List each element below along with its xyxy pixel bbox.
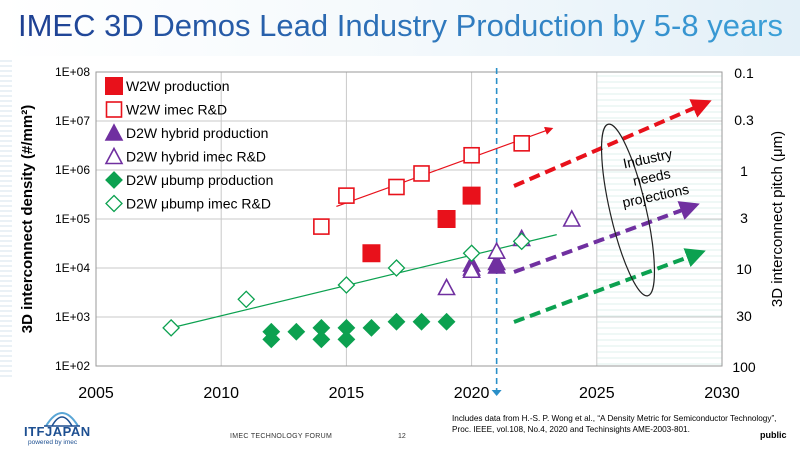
data-point-diamond-open (464, 245, 480, 261)
legend-label: D2W hybrid imec R&D (126, 149, 266, 165)
year-2021-marker-arrow (492, 390, 502, 396)
source-note: Includes data from H.-S. P. Wong et al.,… (452, 413, 792, 435)
y-right-tick-label: 100 (732, 359, 756, 375)
logo-text: ITFJAPAN (24, 424, 91, 439)
y-left-tick-label: 1E+06 (55, 163, 90, 177)
mark-layer (163, 136, 580, 348)
legend-label: D2W μbump imec R&D (126, 196, 271, 212)
data-point-square-open (339, 188, 354, 203)
data-point-diamond-filled (288, 324, 304, 340)
y-right-tick-label: 1 (740, 163, 748, 179)
itf-japan-logo: ITFJAPAN powered by imec (20, 404, 110, 448)
data-point-diamond-open (338, 277, 354, 293)
data-point-square-open (314, 219, 329, 234)
y-right-tick-label: 3 (740, 210, 748, 226)
legend-marker (106, 149, 122, 164)
y-left-tick-label: 1E+03 (55, 310, 90, 324)
legend-marker (106, 172, 122, 188)
y-left-tick-label: 1E+05 (55, 212, 90, 226)
data-point-diamond-open (388, 260, 404, 276)
y-right-tick-label: 0.3 (734, 112, 754, 128)
data-point-diamond-open (514, 233, 530, 249)
x-tick-label: 2015 (329, 385, 365, 402)
legend-label: D2W μbump production (126, 172, 273, 188)
data-point-square-filled (463, 187, 480, 204)
legend-label: W2W imec R&D (126, 102, 227, 118)
public-label: public (760, 430, 787, 440)
data-point-diamond-filled (414, 314, 430, 330)
y-right-axis-title: 3D interconnect pitch (μm) (769, 131, 786, 307)
data-point-square-open (414, 166, 429, 181)
y-left-tick-label: 1E+02 (55, 359, 90, 373)
x-tick-label: 2005 (78, 385, 114, 402)
source-note-line-2: Proc. IEEE, vol.108, No.4, 2020 and Tech… (452, 424, 792, 435)
y-left-axis-title: 3D interconnect density (#/mm²) (19, 105, 36, 333)
legend-layer: W2W production W2W imec R&D D2W hybrid pro… (106, 78, 274, 212)
legend-label: W2W production (126, 78, 229, 94)
data-point-square-filled (438, 211, 455, 228)
data-point-square-open (464, 148, 479, 163)
legend-marker (107, 102, 122, 117)
data-point-diamond-filled (313, 331, 329, 347)
projection-arrows (514, 102, 708, 322)
y-left-tick-label: 1E+07 (55, 114, 90, 128)
y-left-tick-label: 1E+04 (55, 261, 90, 275)
data-point-diamond-filled (388, 314, 404, 330)
data-point-square-open (389, 179, 404, 194)
data-point-diamond-filled (439, 314, 455, 330)
data-point-square-open (514, 136, 529, 151)
data-point-diamond-open (238, 291, 254, 307)
source-note-line-1: Includes data from H.-S. P. Wong et al.,… (452, 413, 792, 424)
green-projection-arrow (514, 252, 702, 322)
y-right-tick-label: 10 (736, 261, 752, 277)
page-number: 12 (398, 433, 406, 440)
x-tick-label: 2030 (704, 385, 740, 402)
y-right-tick-label: 30 (736, 308, 752, 324)
data-point-triangle-open (439, 279, 455, 294)
data-point-diamond-filled (363, 320, 379, 336)
legend-marker (106, 196, 122, 212)
x-tick-label: 2025 (579, 385, 615, 402)
data-point-diamond-filled (338, 331, 354, 347)
x-tick-label: 2010 (203, 385, 239, 402)
legend-label: D2W hybrid production (126, 125, 268, 141)
y-right-tick-label: 0.1 (734, 65, 754, 81)
y-left-tick-label: 1E+08 (55, 65, 90, 79)
data-point-diamond-open (163, 320, 179, 336)
x-tick-label: 2020 (454, 385, 490, 402)
legend-marker (106, 125, 122, 140)
logo-subtext: powered by imec (28, 439, 77, 446)
legend-marker (106, 78, 123, 95)
data-point-square-filled (363, 245, 380, 262)
footer-forum: IMEC TECHNOLOGY FORUM (230, 433, 332, 440)
